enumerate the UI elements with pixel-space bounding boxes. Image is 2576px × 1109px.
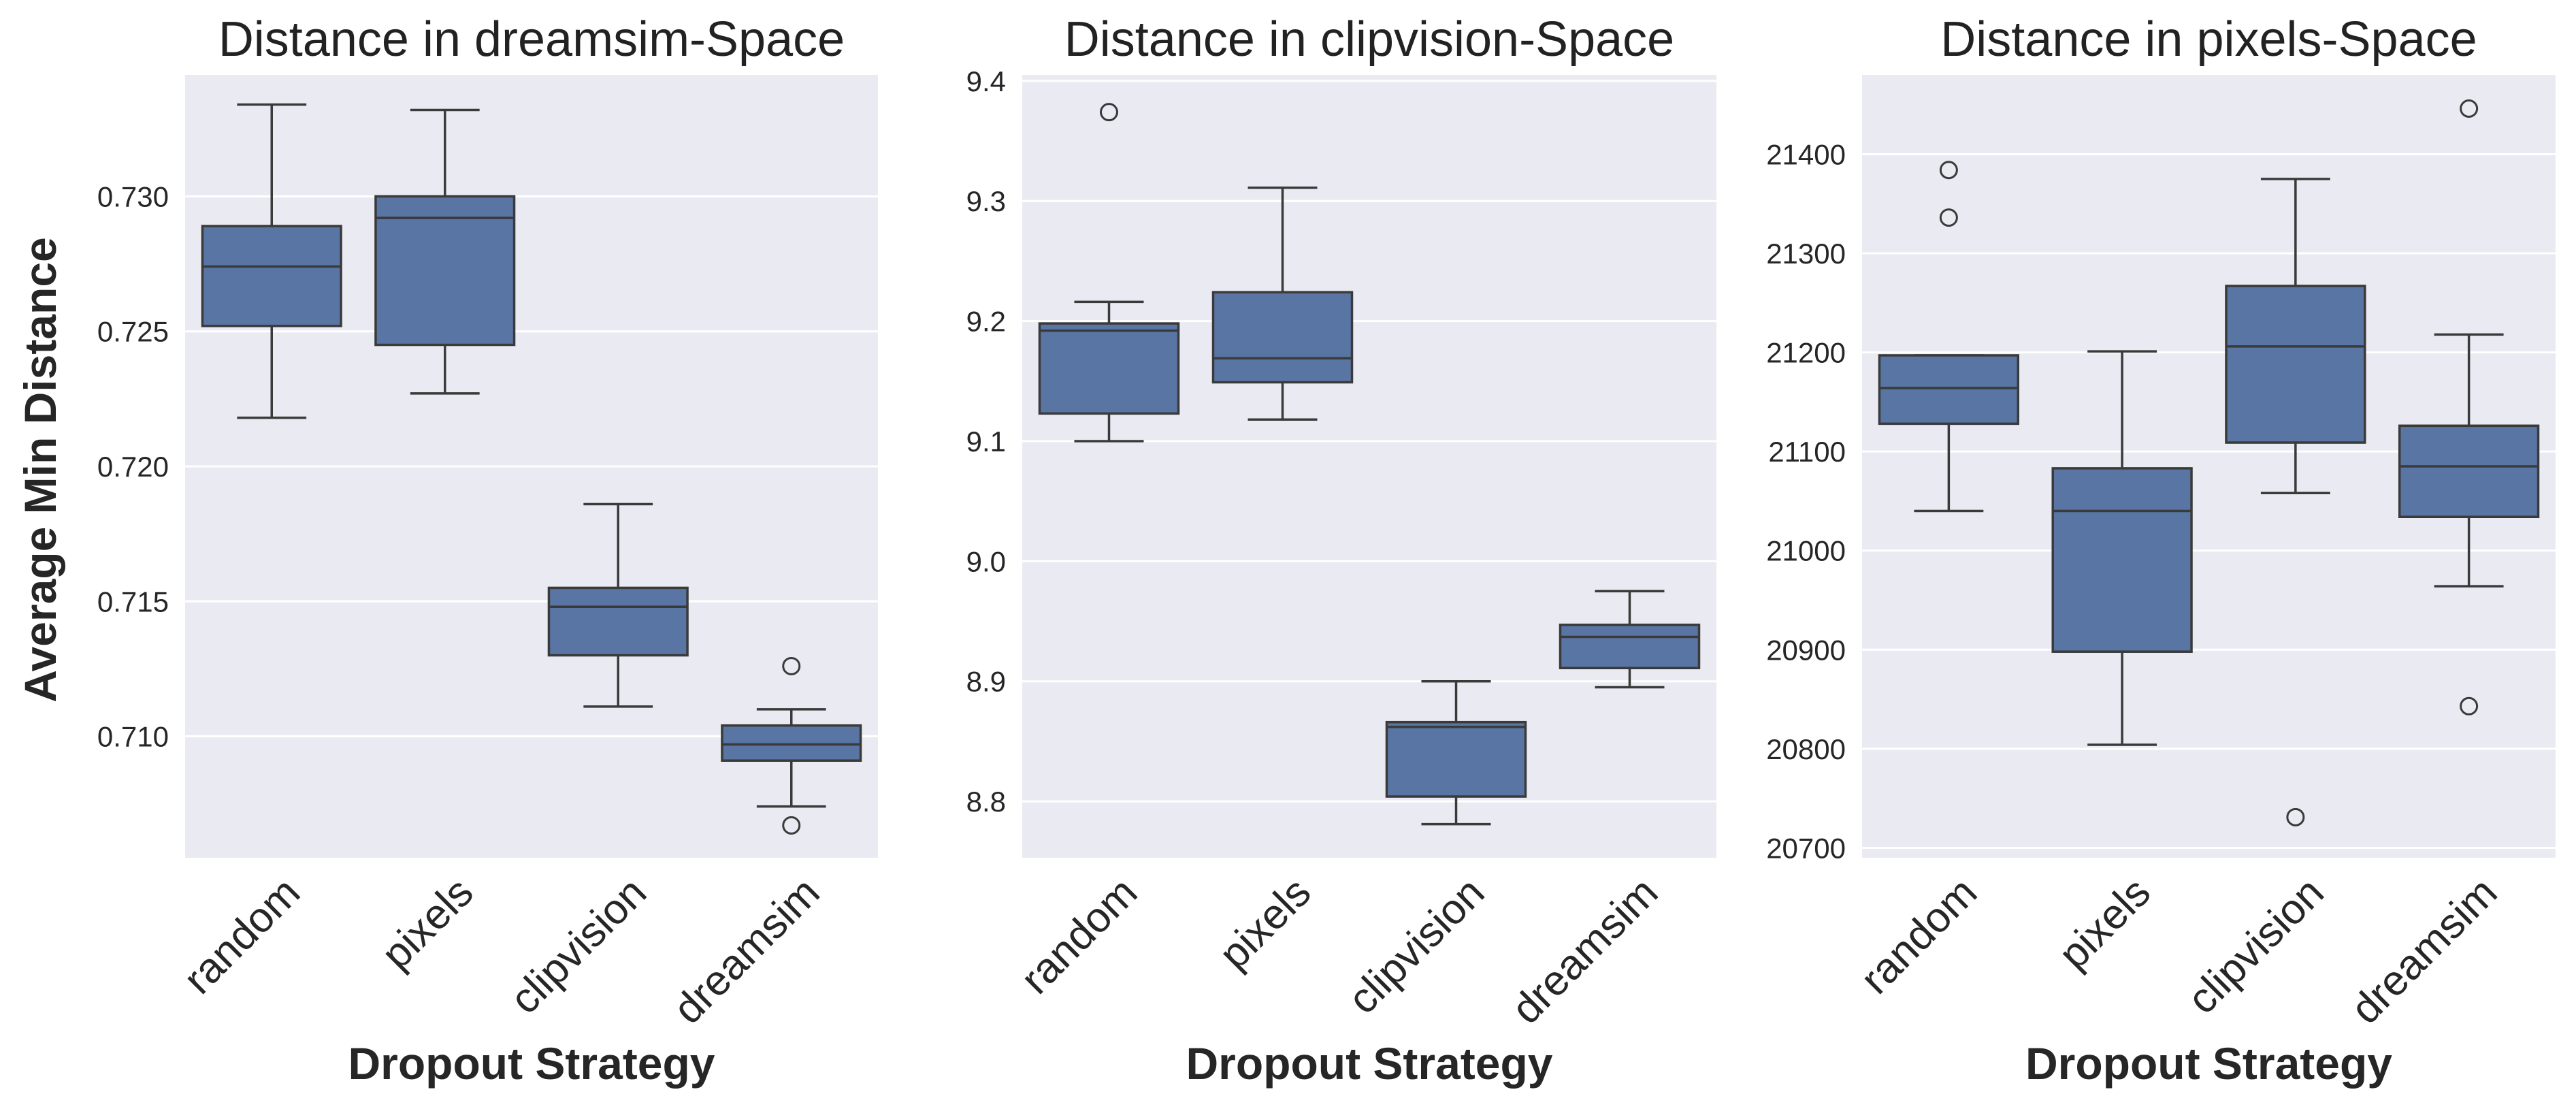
iqr-box: [1559, 624, 1701, 670]
x-tick-label: clipvision: [501, 869, 655, 1023]
outlier-point: [1100, 103, 1118, 122]
x-axis-label: Dropout Strategy: [2025, 1038, 2392, 1089]
box-dreamsim: [1559, 590, 1701, 689]
x-tick-label: dreamsim: [2342, 869, 2506, 1033]
y-tick-label: 20800: [1766, 733, 1846, 765]
x-axis-label: Dropout Strategy: [1186, 1038, 1552, 1089]
y-tick-label: 21200: [1766, 337, 1846, 369]
y-tick-label: 0.720: [97, 451, 169, 483]
iqr-box: [2051, 467, 2193, 653]
y-tick-label: 0.730: [97, 180, 169, 212]
iqr-box: [374, 195, 516, 347]
y-tick-label: 21000: [1766, 535, 1846, 567]
y-tick-label: 9.4: [966, 65, 1006, 97]
outlier-point: [2286, 807, 2305, 826]
x-tick-label: pixels: [1211, 869, 1320, 978]
iqr-box: [201, 225, 342, 327]
outlier-point: [782, 816, 801, 835]
y-axis-label: Average Min Distance: [15, 237, 65, 702]
x-tick-label: random: [1852, 869, 1986, 1003]
y-tick-label: 0.725: [97, 316, 169, 348]
box-dreamsim: [2398, 99, 2540, 716]
iqr-box: [721, 724, 862, 762]
outlier-point: [1939, 208, 1958, 227]
y-tick-label: 0.710: [97, 721, 169, 753]
iqr-box: [2398, 424, 2540, 518]
x-tick-label: random: [175, 869, 309, 1003]
box-random: [1038, 103, 1180, 443]
y-tick-label: 21400: [1766, 138, 1846, 170]
y-tick-label: 9.1: [966, 425, 1006, 457]
y-tick-label: 9.3: [966, 185, 1006, 217]
panel-title: Distance in pixels-Space: [1940, 12, 2477, 67]
x-tick-label: clipvision: [2179, 869, 2333, 1023]
y-tick-label: 20700: [1766, 832, 1846, 864]
y-tick-label: 9.2: [966, 306, 1006, 338]
y-tick-label: 0.715: [97, 585, 169, 617]
y-tick-label: 20900: [1766, 634, 1846, 666]
box-dreamsim: [721, 656, 862, 835]
outlier-point: [2460, 696, 2479, 716]
panel-2: 8.8 8.9 9.0 9.1 9.2 9.3 9.4 random pixels clipvis…: [966, 12, 1716, 1089]
iqr-box: [1211, 291, 1354, 384]
box-clipvision: [1385, 679, 1527, 826]
iqr-box: [1878, 354, 2020, 425]
box-pixels: [374, 108, 516, 395]
x-tick-label: clipvision: [1339, 869, 1494, 1023]
y-tick-label: 9.0: [966, 545, 1006, 577]
panel-1: 0.710 0.715 0.720 0.725 0.730 random pixels cli…: [97, 12, 878, 1089]
box-clipvision: [2225, 178, 2366, 826]
y-tick-label: 21100: [1768, 436, 1846, 468]
iqr-box: [1385, 720, 1527, 798]
x-tick-label: dreamsim: [1503, 869, 1667, 1033]
outlier-point: [2460, 99, 2479, 118]
y-tick-label: 21300: [1766, 238, 1846, 270]
outlier-point: [1939, 161, 1958, 180]
x-tick-label: dreamsim: [664, 869, 828, 1033]
iqr-box: [1038, 322, 1180, 415]
outlier-point: [782, 656, 801, 675]
x-tick-label: pixels: [373, 869, 483, 978]
box-pixels: [1211, 187, 1354, 421]
x-tick-label: pixels: [2050, 869, 2159, 978]
y-tick-label: 8.9: [966, 666, 1006, 698]
y-tick-label: 8.8: [966, 786, 1006, 818]
box-clipvision: [547, 502, 689, 708]
panel-3: 20700 20800 20900 21000 21100 21200 21300 21400…: [1766, 12, 2556, 1089]
x-tick-label: random: [1012, 869, 1146, 1003]
box-pixels: [2051, 350, 2193, 746]
x-axis-label: Dropout Strategy: [348, 1038, 715, 1089]
panel-title: Distance in dreamsim-Space: [218, 12, 845, 67]
iqr-box: [547, 586, 689, 657]
box-random: [1878, 161, 2020, 513]
iqr-box: [2225, 285, 2366, 444]
panel-title: Distance in clipvision-Space: [1064, 12, 1674, 67]
box-random: [201, 103, 342, 419]
plot-background: [1022, 75, 1716, 858]
